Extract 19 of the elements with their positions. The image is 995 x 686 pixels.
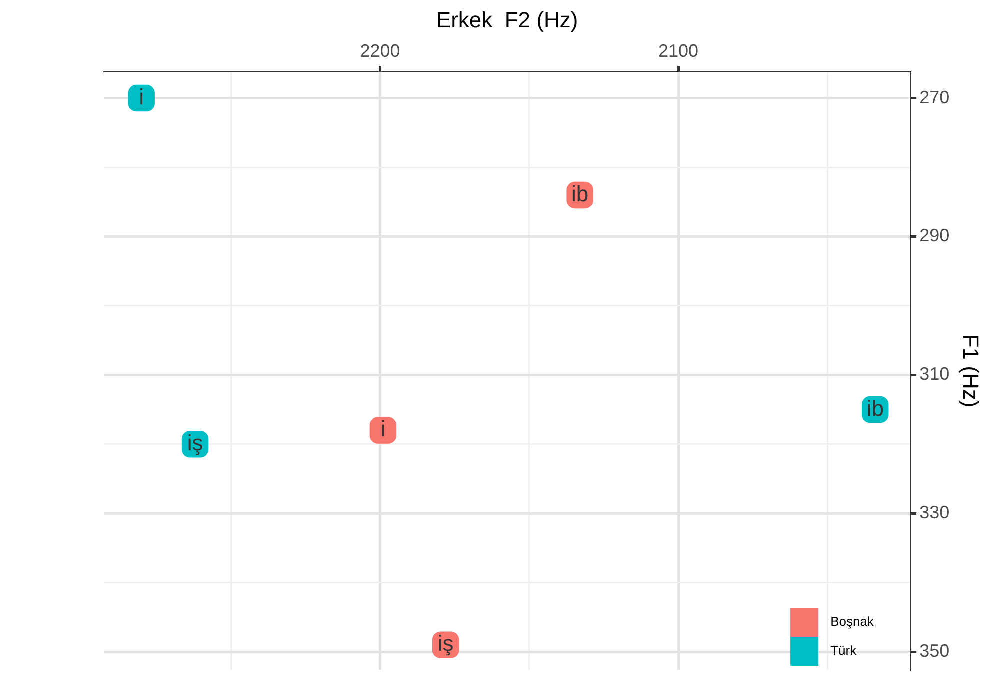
annotation: iş	[187, 430, 204, 456]
annotation: i	[139, 84, 144, 110]
legend-label: Türk	[830, 643, 858, 658]
y-tick-label: 330	[920, 502, 950, 523]
annotation: ib	[572, 181, 589, 206]
x-axis-title: Erkek F2 (Hz)	[436, 7, 578, 32]
legend-label: Boşnak	[830, 614, 874, 630]
y-axis-title: F1 (Hz)	[958, 334, 984, 408]
x-tick-label: 2200	[360, 41, 400, 62]
y-tick-label: 270	[920, 87, 950, 108]
annotation: ib	[866, 396, 884, 421]
annotation: i	[380, 416, 386, 442]
x-tick-label: 2100	[658, 41, 699, 62]
y-tick-label: 350	[920, 640, 950, 661]
y-tick-label: 310	[920, 364, 950, 384]
point	[128, 84, 155, 112]
annotation: iş	[438, 631, 454, 656]
point	[370, 417, 397, 444]
y-tick-label: 290	[920, 226, 950, 246]
